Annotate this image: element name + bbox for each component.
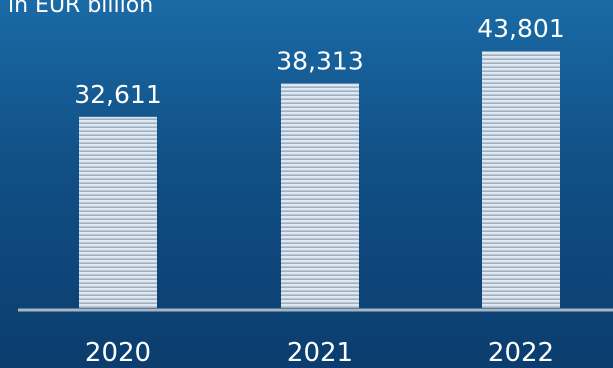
bar-2022 — [482, 51, 560, 309]
x-tick-label-2022: 2022 — [488, 338, 554, 368]
data-label-2021: 38,313 — [276, 46, 363, 75]
data-label-2020: 32,611 — [74, 80, 161, 109]
x-tick-label-2021: 2021 — [287, 338, 353, 368]
data-label-2022: 43,801 — [477, 14, 564, 43]
chart-unit-label: in EUR billion — [8, 0, 154, 18]
x-tick-label-2020: 2020 — [85, 338, 151, 368]
bar-2021 — [281, 83, 359, 308]
bar-2020 — [79, 116, 157, 308]
